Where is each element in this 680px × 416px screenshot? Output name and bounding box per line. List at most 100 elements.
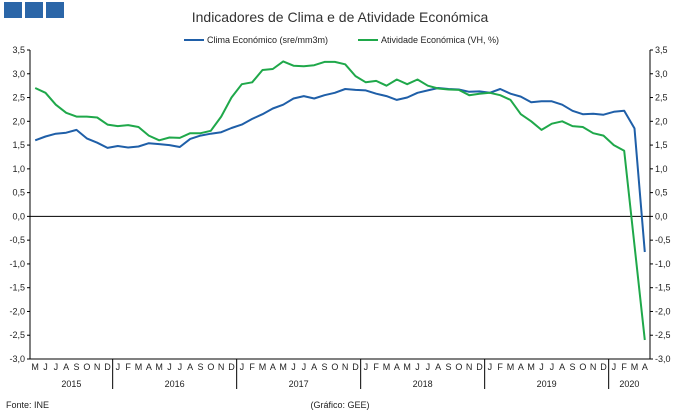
y-tick-label: 2,5 <box>655 93 668 103</box>
month-tick-label: S <box>197 362 203 372</box>
month-tick-label: J <box>240 362 245 372</box>
y-tick-label: 3,0 <box>12 69 25 79</box>
year-label: 2020 <box>619 379 639 389</box>
y-tick-label: 1,0 <box>655 164 668 174</box>
legend-label-atividade: Atividade Económica (VH, %) <box>381 35 499 45</box>
y-axis-right: 3,5 3,0 2,5 2,0 1,5 1,0 0,5 0,0 -0,5 -1,0 -1,5 -2,0… <box>650 45 671 364</box>
y-tick-label: -2,5 <box>655 330 671 340</box>
month-tick-label: A <box>518 362 524 372</box>
month-tick-label: D <box>104 362 111 372</box>
month-tick-label: J <box>415 362 420 372</box>
month-tick-label: A <box>270 362 276 372</box>
month-tick-label: A <box>435 362 441 372</box>
y-tick-label: 3,0 <box>655 69 668 79</box>
month-tick-label: O <box>579 362 586 372</box>
source-note: Fonte: INE <box>6 400 49 410</box>
year-label: 2019 <box>537 379 557 389</box>
year-label: 2016 <box>165 379 185 389</box>
month-tick-label: J <box>302 362 307 372</box>
month-tick-label: J <box>364 362 369 372</box>
month-tick-label: A <box>187 362 193 372</box>
month-tick-label: N <box>218 362 225 372</box>
y-tick-label: -1,0 <box>9 259 25 269</box>
y-tick-label: -2,0 <box>655 306 671 316</box>
month-tick-label: F <box>621 362 627 372</box>
month-tick-label: M <box>279 362 287 372</box>
month-tick-label: N <box>590 362 597 372</box>
month-tick-label: J <box>426 362 431 372</box>
month-tick-label: M <box>259 362 267 372</box>
chart-title: Indicadores de Clima e de Atividade Econ… <box>192 9 489 25</box>
series-lines <box>34 60 646 341</box>
y-tick-label: 1,0 <box>12 164 25 174</box>
y-tick-label: -1,5 <box>9 283 25 293</box>
y-axis-left: 3,5 3,0 2,5 2,0 1,5 1,0 0,5 0,0 -0,5 -1,0 -1,5 -2,0… <box>9 45 30 364</box>
graph-credit: (Gráfico: GEE) <box>310 400 369 410</box>
month-tick-label: N <box>342 362 349 372</box>
month-tick-label: S <box>569 362 575 372</box>
month-tick-label: D <box>352 362 359 372</box>
logo-square <box>4 2 22 18</box>
logo-square <box>25 2 43 18</box>
y-tick-label: -3,0 <box>655 354 671 364</box>
axes <box>29 50 651 360</box>
month-tick-label: J <box>178 362 183 372</box>
month-tick-label: M <box>135 362 143 372</box>
year-label: 2017 <box>289 379 309 389</box>
month-tick-label: A <box>63 362 69 372</box>
logo-square <box>46 2 64 18</box>
month-tick-label: M <box>631 362 639 372</box>
month-tick-label: O <box>207 362 214 372</box>
month-tick-label: S <box>445 362 451 372</box>
month-tick-label: S <box>73 362 79 372</box>
month-tick-label: J <box>116 362 121 372</box>
month-tick-label: D <box>600 362 607 372</box>
month-tick-label: M <box>527 362 535 372</box>
month-tick-label: J <box>167 362 172 372</box>
month-tick-label: M <box>403 362 411 372</box>
month-tick-label: M <box>383 362 391 372</box>
month-tick-label: A <box>311 362 317 372</box>
year-label: 2018 <box>413 379 433 389</box>
month-tick-label: A <box>394 362 400 372</box>
month-tick-label: J <box>54 362 59 372</box>
month-tick-label: N <box>94 362 101 372</box>
month-tick-label: M <box>155 362 163 372</box>
month-tick-label: N <box>466 362 473 372</box>
legend: Clima Económico (sre/mm3m) Atividade Eco… <box>184 35 499 45</box>
month-tick-label: M <box>31 362 39 372</box>
month-tick-label: D <box>476 362 483 372</box>
month-tick-label: F <box>373 362 379 372</box>
y-tick-label: 0,0 <box>12 211 25 221</box>
legend-label-clima: Clima Económico (sre/mm3m) <box>207 35 328 45</box>
month-tick-label: A <box>146 362 152 372</box>
y-tick-label: -1,0 <box>655 259 671 269</box>
month-tick-label: F <box>249 362 255 372</box>
month-tick-label: J <box>550 362 555 372</box>
month-tick-label: A <box>642 362 648 372</box>
series-line-atividade <box>34 60 646 341</box>
month-tick-label: J <box>488 362 493 372</box>
month-tick-label: S <box>321 362 327 372</box>
month-tick-label: O <box>331 362 338 372</box>
y-tick-label: 0,5 <box>12 188 25 198</box>
y-tick-label: 0,5 <box>655 188 668 198</box>
y-tick-label: 0,0 <box>655 211 668 221</box>
y-tick-label: 3,5 <box>655 45 668 55</box>
y-tick-label: 2,0 <box>655 116 668 126</box>
y-tick-label: 2,5 <box>12 93 25 103</box>
month-tick-label: M <box>507 362 515 372</box>
month-tick-label: O <box>455 362 462 372</box>
year-label: 2015 <box>61 379 81 389</box>
ine-logo <box>4 2 64 18</box>
month-tick-label: F <box>125 362 131 372</box>
series-line-clima <box>34 87 646 253</box>
y-tick-label: -0,5 <box>655 235 671 245</box>
y-tick-label: 2,0 <box>12 116 25 126</box>
month-tick-label: J <box>612 362 617 372</box>
y-tick-label: -0,5 <box>9 235 25 245</box>
month-tick-label: J <box>291 362 296 372</box>
y-tick-label: 1,5 <box>655 140 668 150</box>
